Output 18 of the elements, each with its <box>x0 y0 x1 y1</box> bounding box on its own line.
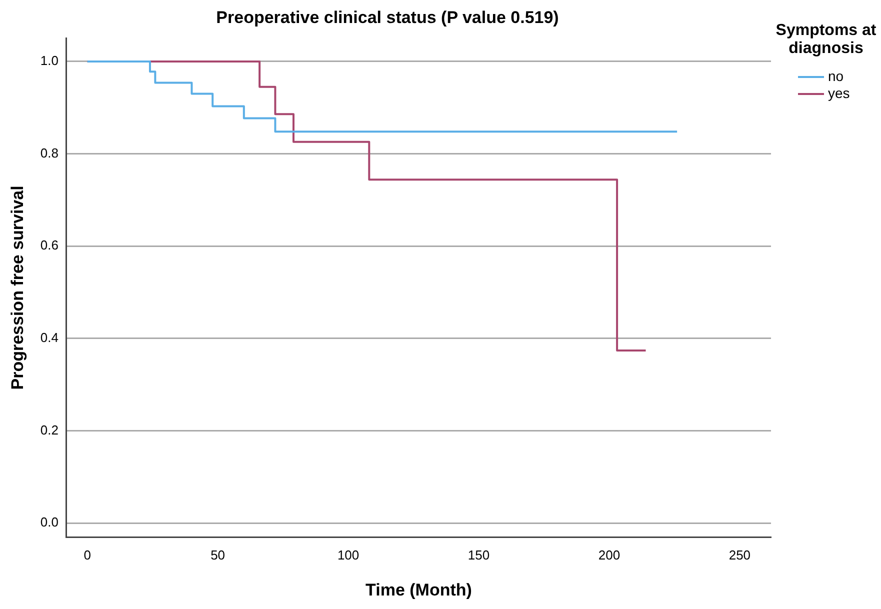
y-axis-title: Progression free survival <box>8 186 27 390</box>
x-axis-title: Time (Month) <box>366 580 472 600</box>
y-tick-label: 0.0 <box>40 514 58 530</box>
x-tick-label: 50 <box>210 547 226 562</box>
y-tick-label: 0.6 <box>40 238 58 253</box>
legend-label: no <box>828 68 845 85</box>
y-tick-label: 0.4 <box>40 330 58 346</box>
x-tick-label: 0 <box>84 547 91 562</box>
legend-label: yes <box>828 85 851 102</box>
y-tick-label: 0.8 <box>40 145 58 160</box>
legend-title: Symptoms at diagnosis <box>774 22 878 58</box>
y-tick-label: 1.0 <box>40 53 58 68</box>
x-tick-label: 100 <box>337 547 360 562</box>
x-tick-label: 150 <box>468 547 490 562</box>
x-tick-label: 200 <box>598 547 620 562</box>
x-tick-label: 250 <box>728 547 751 562</box>
y-tick-label: 0.2 <box>40 422 58 438</box>
chart-title: Preoperative clinical status (P value 0.519) <box>216 8 559 27</box>
